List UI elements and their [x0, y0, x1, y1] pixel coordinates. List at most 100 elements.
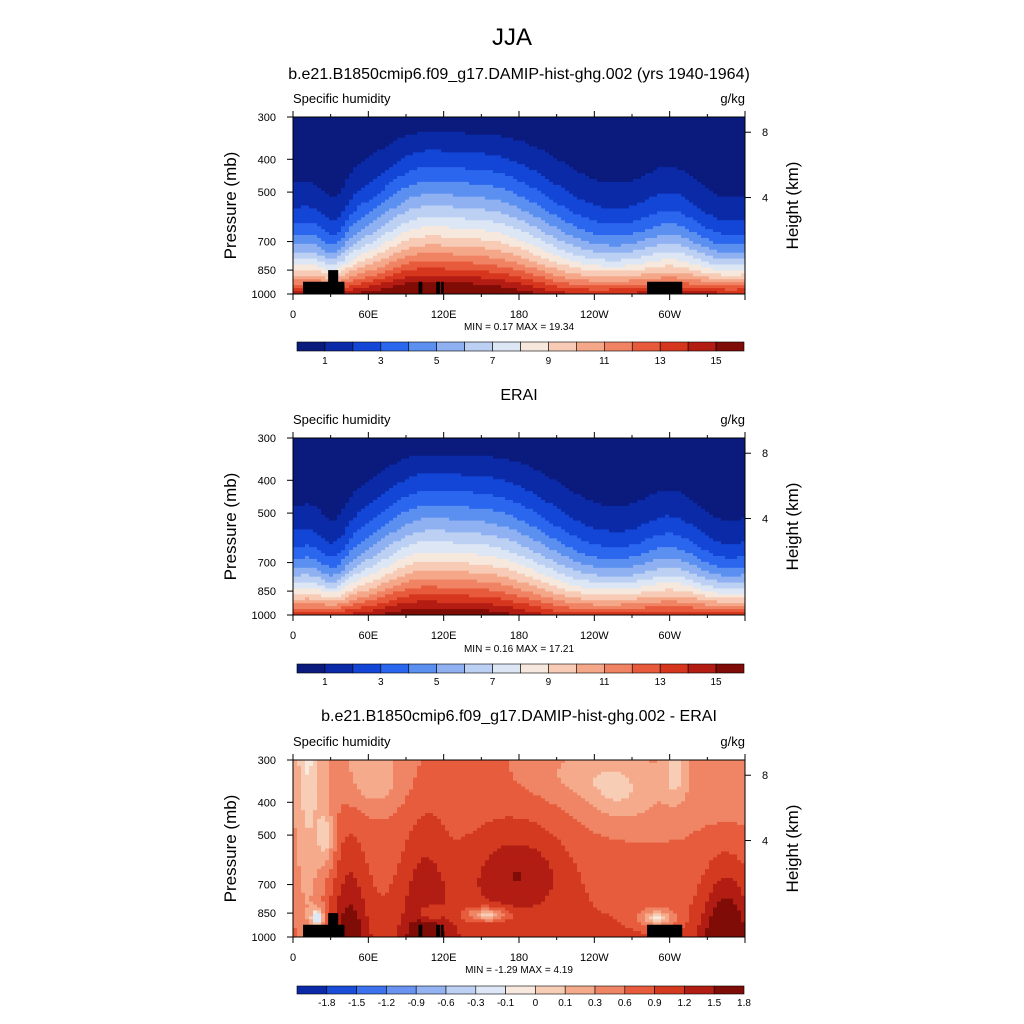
units-label: g/kg	[720, 734, 745, 749]
colorbar-box	[353, 664, 381, 673]
colorbar-box	[297, 664, 325, 673]
colorbar-box	[446, 986, 476, 994]
colorbar-label: 5	[434, 677, 440, 688]
panel-3: b.e21.B1850cmip6.f09_g17.DAMIP-hist-ghg.…	[221, 708, 802, 1009]
height-tick-label: 8	[762, 448, 768, 460]
x-tick-label: 180	[510, 309, 528, 321]
y-tick-label: 300	[258, 433, 276, 445]
colorbar-box	[437, 664, 465, 673]
colorbar-box	[521, 664, 549, 673]
main-title: JJA	[492, 24, 532, 51]
colorbar-box	[325, 664, 353, 673]
height-tick-label: 4	[762, 193, 768, 205]
x-tick-label: 180	[510, 952, 528, 964]
height-axis: 8 4 Height (km)	[745, 770, 802, 892]
x-tick-label: 120E	[431, 309, 457, 321]
colorbar-box	[381, 664, 409, 673]
colorbar-box	[297, 342, 325, 351]
colorbar-label: 0.9	[648, 998, 662, 1009]
colorbar-label: 7	[490, 356, 496, 367]
units-label: g/kg	[720, 91, 745, 106]
colorbar-box	[386, 986, 416, 994]
colorbar-label: 3	[378, 677, 384, 688]
colorbar-label: 13	[655, 356, 667, 367]
colorbar-label: 1	[322, 677, 328, 688]
colorbar: -1.8 -1.5 -1.2 -0.9 -0.6 -0.3 -0.1 0 0.1 0.3 0.6 0.…	[297, 986, 751, 1009]
colorbar-label: -0.3	[467, 998, 485, 1009]
height-tick-label: 8	[762, 770, 768, 782]
colorbar-label: 0.3	[588, 998, 602, 1009]
colorbar-box	[325, 342, 353, 351]
min-max-label: MIN = 0.17 MAX = 19.34	[464, 322, 574, 333]
x-tick-label: 0	[290, 952, 296, 964]
topography-block	[647, 925, 682, 937]
colorbar-box	[521, 342, 549, 351]
colorbar-label: -0.1	[497, 998, 515, 1009]
height-tick-label: 8	[762, 127, 768, 139]
min-max-label: MIN = 0.16 MAX = 17.21	[464, 644, 574, 655]
colorbar-label: 11	[599, 356, 610, 367]
y-tick-label: 300	[258, 755, 276, 767]
height-axis-title: Height (km)	[783, 805, 802, 893]
y-tick-label: 300	[258, 112, 276, 124]
y-tick-label: 700	[258, 558, 276, 570]
colorbar-label: 15	[711, 677, 723, 688]
colorbar-label: 9	[546, 356, 552, 367]
colorbar-box	[632, 342, 660, 351]
colorbar-box	[409, 664, 437, 673]
colorbar-box	[327, 986, 357, 994]
colorbar-box	[548, 342, 576, 351]
y-tick-label: 1000	[252, 932, 276, 944]
variable-label: Specific humidity	[293, 412, 391, 427]
topography-block	[303, 925, 344, 937]
colorbar-box	[688, 342, 716, 351]
y-tick-label: 850	[258, 265, 276, 277]
x-tick-label: 60E	[359, 952, 379, 964]
contour-field	[293, 438, 746, 616]
colorbar-box	[409, 342, 437, 351]
height-axis-title: Height (km)	[783, 162, 802, 250]
colorbar-box	[353, 342, 381, 351]
colorbar-label: 11	[599, 677, 610, 688]
x-tick-label: 60E	[359, 630, 379, 642]
y-tick-label: 500	[258, 830, 276, 842]
colorbar-box	[716, 664, 744, 673]
y-axis-title: Pressure (mb)	[221, 795, 240, 903]
colorbar-box	[716, 342, 744, 351]
height-tick-label: 4	[762, 514, 768, 526]
variable-label: Specific humidity	[293, 91, 391, 106]
colorbar-label: 1	[322, 356, 328, 367]
colorbar-label: -1.2	[378, 998, 396, 1009]
colorbar: 1 3 5 7 9 11 13 15	[297, 664, 744, 688]
topography-block	[328, 913, 338, 937]
height-axis-title: Height (km)	[783, 483, 802, 571]
colorbar-box	[476, 986, 506, 994]
variable-label: Specific humidity	[293, 734, 391, 749]
colorbar-box	[297, 986, 327, 994]
colorbar-box	[576, 664, 604, 673]
colorbar-box	[604, 664, 632, 673]
height-axis: 8 4 Height (km)	[745, 127, 802, 249]
colorbar-box	[548, 664, 576, 673]
colorbar-box	[655, 986, 685, 994]
panel-title: b.e21.B1850cmip6.f09_g17.DAMIP-hist-ghg.…	[288, 66, 750, 83]
colorbar-box	[506, 986, 536, 994]
colorbar: 1 3 5 7 9 11 13 15	[297, 342, 744, 367]
height-axis: 8 4 Height (km)	[745, 448, 802, 570]
height-tick-label: 4	[762, 836, 768, 848]
colorbar-box	[595, 986, 625, 994]
x-tick-label: 60E	[359, 309, 379, 321]
y-tick-label: 850	[258, 586, 276, 598]
y-axis-title: Pressure (mb)	[221, 152, 240, 260]
y-tick-label: 850	[258, 908, 276, 920]
colorbar-label: -1.5	[348, 998, 366, 1009]
colorbar-box	[565, 986, 595, 994]
y-tick-label: 1000	[252, 610, 276, 622]
colorbar-box	[714, 986, 744, 994]
colorbar-label: 1.8	[737, 998, 751, 1009]
colorbar-box	[465, 664, 493, 673]
colorbar-box	[437, 342, 465, 351]
y-tick-label: 400	[258, 475, 276, 487]
